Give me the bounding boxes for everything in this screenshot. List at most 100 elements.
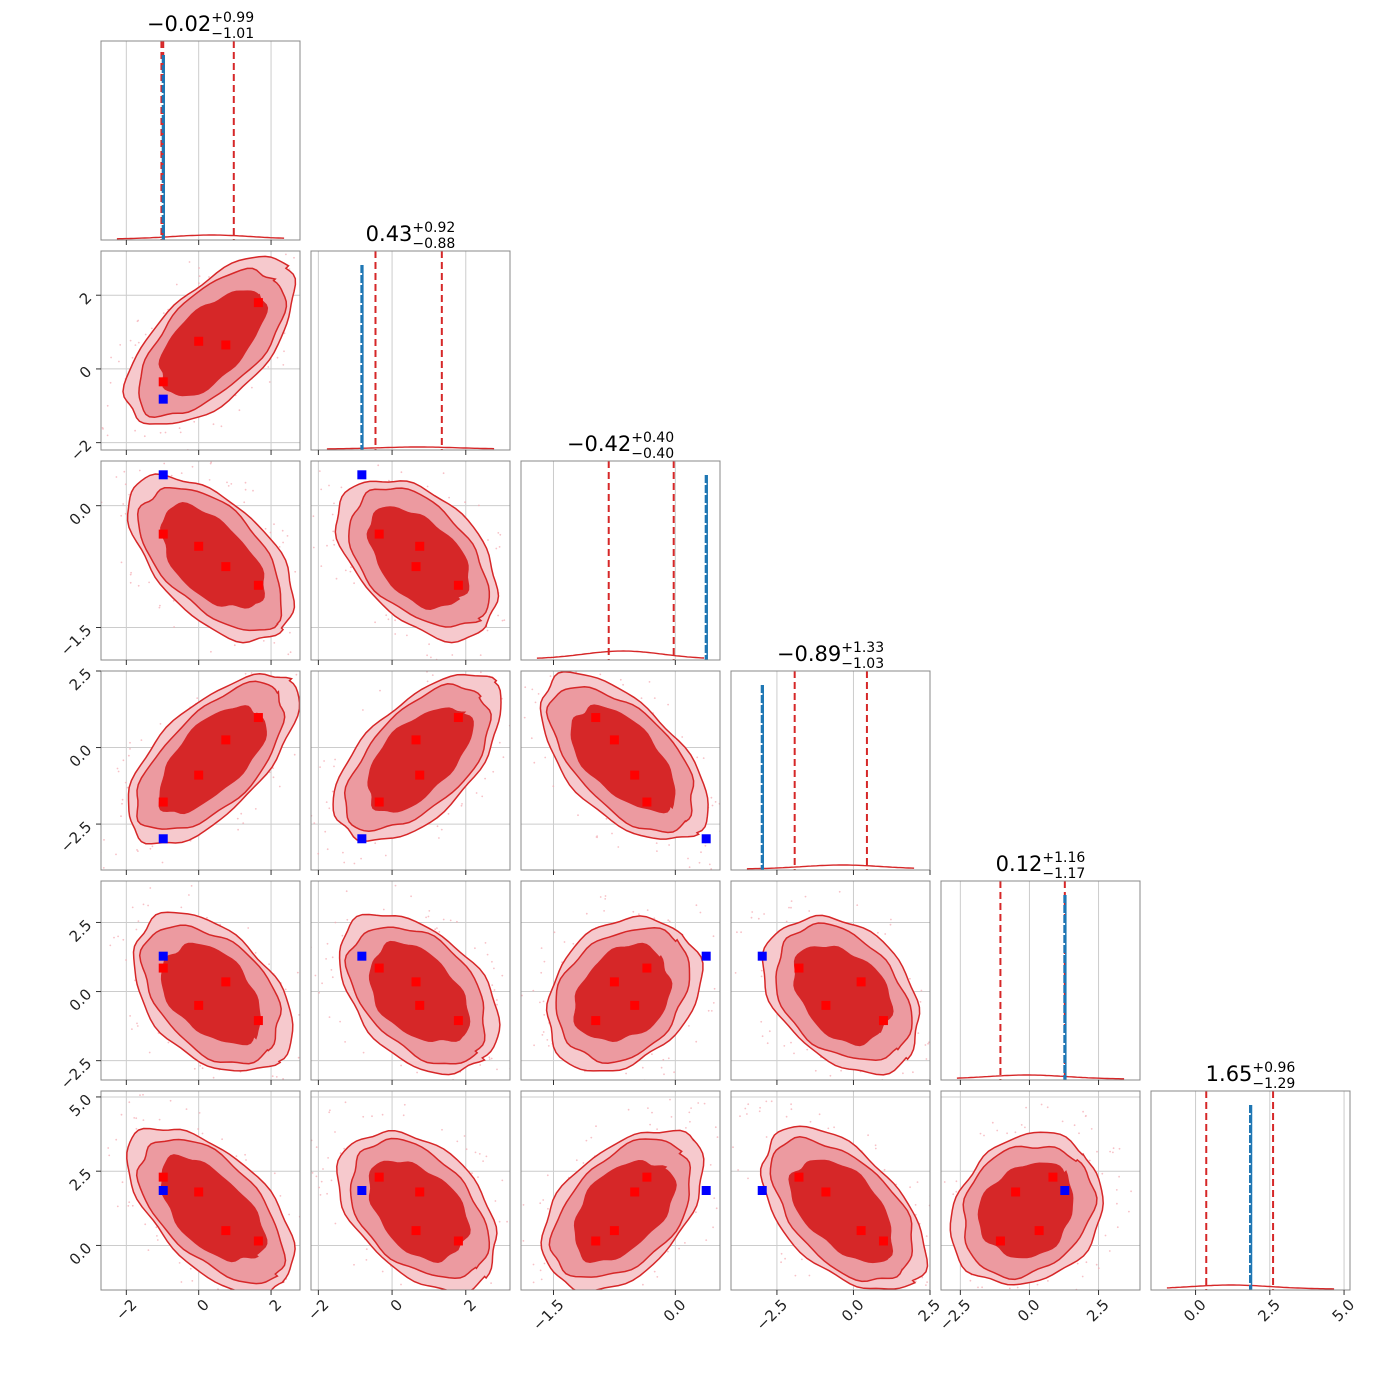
sample-dot (148, 1051, 151, 1054)
sample-dot (144, 1223, 147, 1226)
sample-dot (714, 801, 717, 803)
title-plus: +0.92 (412, 220, 455, 236)
sample-dot (134, 979, 136, 982)
sample-dot (229, 1088, 231, 1090)
sample-marker (411, 1226, 421, 1236)
sample-dot (981, 1286, 983, 1289)
sample-dot (325, 958, 327, 960)
sample-dot (818, 1113, 821, 1116)
grid-lines (776, 671, 931, 870)
sample-dot (381, 1113, 384, 1116)
sample-dot (506, 1220, 508, 1223)
sample-dot (297, 1056, 300, 1059)
sample-dot (843, 1085, 845, 1087)
sample-dot (522, 1240, 525, 1242)
grid-lines (552, 461, 676, 660)
sample-dot (943, 1181, 946, 1183)
sample-dot (908, 1098, 910, 1100)
sample-dot (501, 974, 504, 977)
sample-dot (121, 802, 123, 805)
truth-marker (158, 470, 168, 480)
sample-marker (194, 1187, 204, 1197)
sample-dot (783, 1045, 786, 1047)
sample-dot (421, 1297, 423, 1299)
sample-dot (611, 832, 613, 835)
sample-dot (599, 896, 602, 898)
sample-dot (668, 844, 670, 846)
sample-dot (320, 1180, 323, 1183)
sample-dot (601, 1087, 603, 1089)
sample-marker (253, 298, 263, 308)
sample-dot (272, 1321, 274, 1323)
sample-dot (534, 701, 537, 704)
sample-dot (293, 256, 295, 259)
panel-title: 0.12+1.16 (996, 850, 1086, 876)
sample-marker (194, 1000, 204, 1010)
sample-dot (179, 431, 182, 434)
sample-dot (655, 842, 658, 844)
sample-dot (158, 606, 161, 609)
sample-dot (283, 332, 286, 335)
sample-dot (632, 910, 635, 913)
sample-dot (582, 1162, 585, 1164)
sample-dot (129, 1015, 132, 1017)
sample-dot (328, 484, 330, 487)
sample-dot (155, 1226, 158, 1229)
sample-dot (926, 1281, 928, 1283)
sample-dot (283, 350, 285, 353)
histogram-line (116, 234, 285, 240)
sample-dot (129, 741, 131, 744)
sample-dot (102, 867, 105, 869)
sample-dot (115, 1138, 118, 1141)
panel-5-2: −1.5 0.0 (520, 1090, 721, 1334)
sample-marker (374, 529, 384, 539)
sample-dot (1084, 1115, 1087, 1118)
sample-dot (323, 286, 325, 288)
sample-dot (515, 1054, 517, 1056)
sample-marker (630, 1000, 640, 1010)
sample-dot (138, 469, 141, 472)
sample-dot (139, 873, 141, 875)
sample-dot (306, 1053, 308, 1055)
title-plus: +0.96 (1252, 1060, 1295, 1076)
sample-dot (124, 781, 127, 784)
sample-dot (254, 952, 257, 954)
sample-dot (484, 942, 487, 944)
sample-dot (492, 770, 495, 773)
sample-dot (94, 1128, 96, 1130)
sample-dot (140, 739, 143, 741)
sample-dot (843, 1088, 845, 1090)
sample-dot (540, 971, 543, 974)
sample-marker (221, 977, 231, 987)
sample-dot (319, 1194, 322, 1196)
sample-dot (241, 1310, 243, 1312)
sample-dot (872, 1299, 874, 1301)
sample-dot (316, 1011, 318, 1013)
title-plus: +1.16 (1042, 850, 1085, 866)
sample-dot (447, 1315, 449, 1317)
sample-marker (453, 1016, 463, 1026)
sample-dot (403, 1103, 406, 1106)
sample-dot (737, 1169, 739, 1171)
sample-dot (530, 693, 532, 695)
sample-dot (289, 631, 291, 634)
y-tick-label: 5.0 (66, 1091, 96, 1121)
sample-dot (269, 531, 272, 534)
sample-dot (539, 1269, 542, 1272)
sample-marker (221, 562, 231, 572)
sample-dot (698, 861, 701, 864)
sample-dot (916, 1181, 919, 1183)
sample-marker (453, 713, 463, 723)
sample-dot (320, 565, 323, 567)
sample-dot (129, 339, 132, 342)
sample-dot (667, 1250, 669, 1253)
sample-dot (598, 657, 600, 659)
sample-marker (878, 1016, 888, 1026)
sample-dot (120, 561, 123, 564)
sample-dot (442, 918, 445, 921)
sample-dot (115, 476, 118, 478)
sample-dot (785, 920, 788, 923)
sample-dot (532, 1263, 535, 1266)
sample-dot (566, 1312, 568, 1314)
sample-dot (201, 1067, 204, 1070)
